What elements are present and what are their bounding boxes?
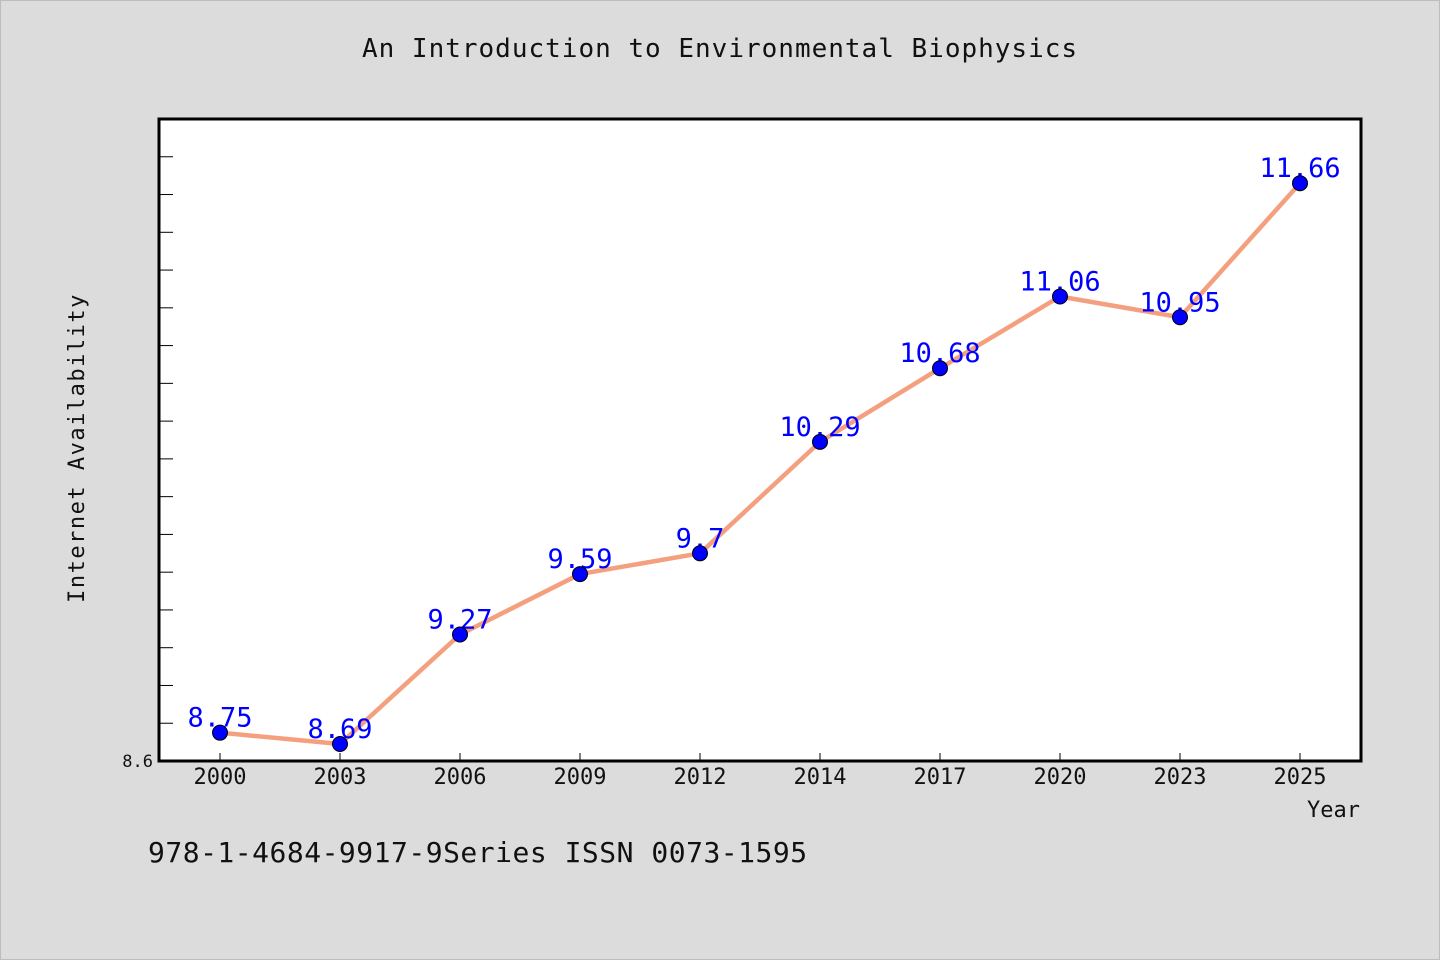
data-point [1292, 175, 1308, 192]
data-point [212, 724, 228, 741]
data-point [1052, 288, 1068, 305]
y-axis-label: Internet Availability [65, 293, 90, 603]
x-tick-label: 2014 [794, 765, 847, 790]
x-tick-label: 2009 [554, 765, 607, 790]
y-tick-label: 8.6 [122, 752, 153, 772]
chart-title: An Introduction to Environmental Biophys… [361, 34, 1079, 64]
data-point [332, 736, 348, 753]
data-point [572, 566, 588, 583]
data-point [1172, 309, 1188, 326]
x-tick-label: 2003 [314, 765, 367, 790]
plot-area [157, 117, 1363, 763]
data-point [692, 545, 708, 562]
x-axis-ticks: 2000 2003 2006 2009 2012 2014 2017 2020 2023 2025 [194, 753, 1327, 790]
x-axis-label: Year [1307, 798, 1360, 823]
x-tick-label: 2017 [914, 765, 967, 790]
data-point [812, 433, 828, 450]
data-point [452, 626, 468, 643]
footer-text: 978-1-4684-9917-9Series ISSN 0073-1595 [148, 836, 808, 869]
x-tick-label: 2023 [1154, 765, 1207, 790]
x-tick-label: 2025 [1274, 765, 1327, 790]
x-tick-label: 2012 [674, 765, 727, 790]
x-tick-label: 2006 [434, 765, 487, 790]
data-point [932, 360, 948, 377]
x-tick-label: 2020 [1034, 765, 1087, 790]
series-line [219, 181, 1302, 747]
x-tick-label: 2000 [194, 765, 247, 790]
y-axis-ticks [159, 118, 173, 762]
